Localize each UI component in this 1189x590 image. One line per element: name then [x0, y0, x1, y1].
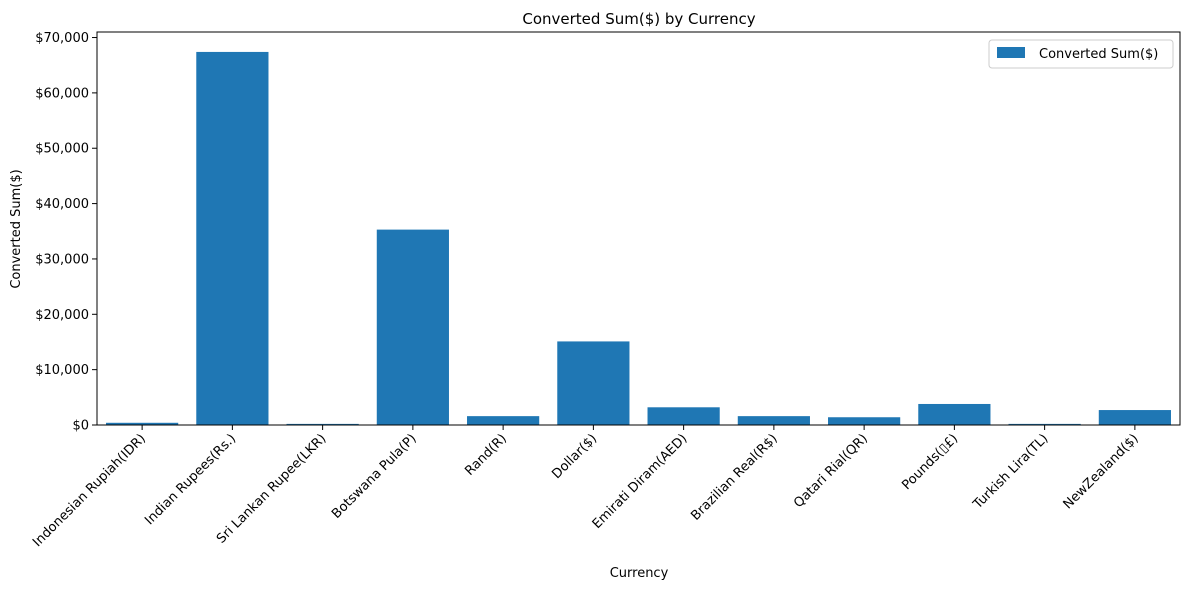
- y-axis-title: Converted Sum($): [9, 169, 24, 288]
- bar: [467, 416, 540, 425]
- y-tick-label: $30,000: [35, 252, 89, 267]
- bar: [828, 417, 901, 425]
- y-tick-label: $10,000: [35, 363, 89, 378]
- y-tick-label: $40,000: [35, 197, 89, 212]
- legend-frame: [988, 39, 1174, 69]
- y-tick-label: $50,000: [35, 142, 89, 157]
- bar: [918, 403, 991, 425]
- axes-frame: [96, 31, 1181, 426]
- bar: [196, 51, 269, 426]
- legend: Converted Sum($): [988, 39, 1174, 69]
- x-axis-title: Currency: [610, 566, 669, 581]
- bar: [106, 422, 179, 425]
- chart-title: Converted Sum($) by Currency: [522, 10, 755, 28]
- bar: [557, 341, 630, 425]
- bar: [647, 407, 720, 425]
- y-tick-label: $60,000: [35, 86, 89, 101]
- y-tick-label: $0: [72, 419, 89, 434]
- y-tick-label: $20,000: [35, 308, 89, 323]
- bar: [376, 229, 449, 425]
- y-tick-label: $70,000: [35, 31, 89, 46]
- legend-swatch: [997, 47, 1025, 58]
- bar: [1098, 410, 1171, 425]
- bar: [286, 423, 359, 425]
- legend-label: Converted Sum($): [1039, 47, 1158, 62]
- bar: [737, 416, 810, 425]
- bar: [1008, 423, 1081, 425]
